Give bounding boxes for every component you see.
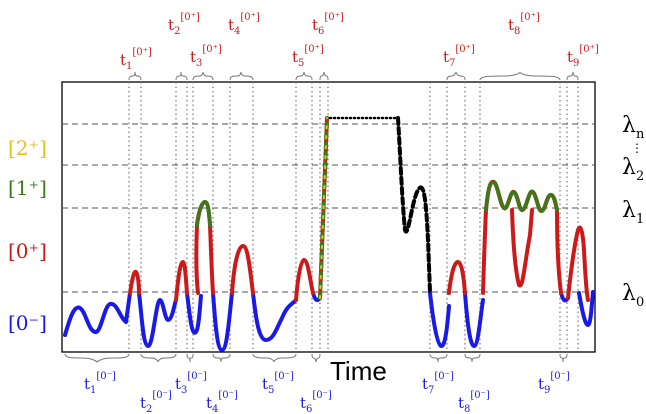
intervals-plus: t1[0⁺] t2[0⁺] t3[0⁺] t4[0⁺] t5[0⁺] t6[0⁺… (120, 12, 599, 72)
signal-rise (318, 116, 329, 300)
interval-plus-4: t4[0⁺] (228, 12, 260, 37)
interval-minus-8: t8[0⁻] (458, 390, 490, 414)
interval-plus-6: t6[0⁺] (312, 12, 344, 37)
threshold-label-0: λ0 (622, 281, 644, 310)
state-label-1-plus: [1⁺] (8, 176, 47, 200)
interval-plus-3: t3[0⁺] (190, 44, 222, 69)
state-label-2-plus: [2⁺] (8, 136, 47, 160)
threshold-ellipsis: ⋮ (631, 141, 643, 155)
intervals-minus: t1[0⁻] t2[0⁻] t3[0⁻] t4[0⁻] t5[0⁻] t6[0⁻… (84, 371, 570, 414)
interval-minus-2: t2[0⁻] (140, 390, 172, 414)
interval-minus-4: t4[0⁻] (206, 390, 238, 414)
signal-state-1-plus (195, 179, 559, 227)
threshold-labels: λn ⋮ λ2 λ1 λ0 (622, 113, 645, 310)
interval-minus-5: t5[0⁻] (262, 371, 294, 396)
bottom-braces (64, 353, 568, 363)
interval-minus-1: t1[0⁻] (84, 371, 116, 396)
interval-plus-1: t1[0⁺] (120, 47, 152, 72)
threshold-label-1: λ1 (622, 198, 644, 227)
top-braces (128, 71, 579, 81)
interval-plus-7: t7[0⁺] (443, 44, 475, 69)
interval-plus-8: t8[0⁺] (508, 12, 540, 37)
x-axis-label: Time (330, 356, 387, 386)
interval-minus-6: t6[0⁻] (300, 390, 332, 414)
interval-minus-7: t7[0⁻] (422, 371, 454, 396)
signal-state-0-plus (128, 208, 590, 302)
interval-plus-5: t5[0⁺] (292, 44, 324, 69)
threshold-label-2: λ2 (622, 155, 644, 184)
interval-plus-9: t9[0⁺] (567, 44, 599, 69)
state-labels: [2⁺] [1⁺] [0⁺] [0⁻] (8, 136, 47, 335)
state-label-0-plus: [0⁺] (8, 239, 47, 263)
signal-undefined (328, 116, 432, 294)
state-label-0-minus: [0⁻] (8, 311, 47, 335)
interval-minus-9: t9[0⁻] (538, 371, 570, 396)
interval-minus-3: t3[0⁻] (175, 371, 207, 396)
threshold-label-n: λn (622, 113, 645, 142)
signal-state-0-minus (63, 290, 595, 352)
interval-plus-2: t2[0⁺] (168, 12, 200, 37)
